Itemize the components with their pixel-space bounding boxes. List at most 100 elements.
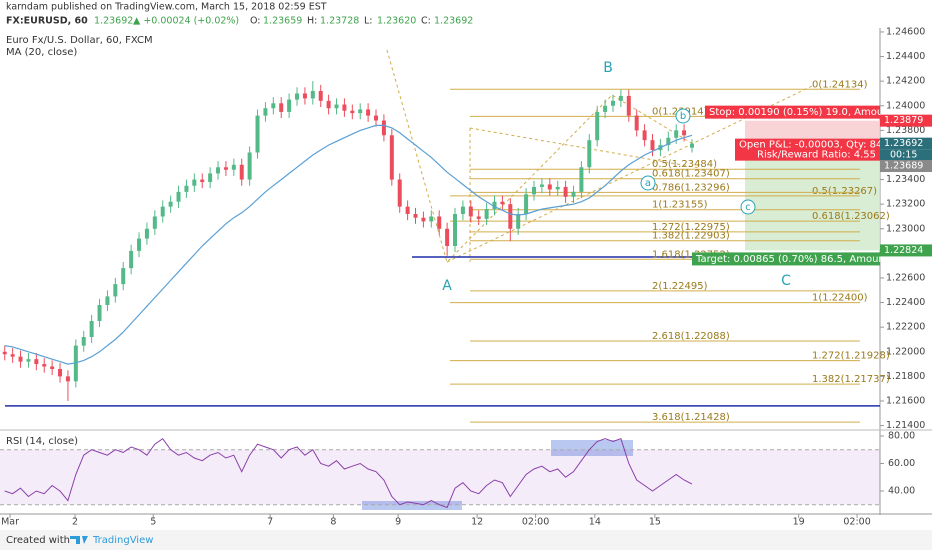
x-tick-label: 9 [395, 517, 401, 528]
price-badge [880, 137, 932, 150]
ohlc-key: H: [307, 16, 317, 27]
candle-body [460, 206, 465, 215]
wave-label: c [745, 202, 751, 213]
candle-body [73, 345, 78, 382]
fib-label: 1.382(1.21737) [812, 374, 890, 385]
x-tick-label: 5 [150, 517, 156, 528]
candle-body [200, 179, 205, 183]
publisher: karndam published on TradingView.com, Ma… [6, 2, 327, 13]
y-tick-label: 1.24000 [886, 100, 925, 111]
candle-body [468, 206, 473, 217]
pnl-box [735, 138, 880, 161]
candle-body [81, 337, 86, 346]
marks: 1.24600 1.24400 1.24200 1.24000 1.23800 1.234… [0, 26, 932, 528]
candle-body [682, 130, 687, 136]
x-tick-label: 7 [267, 517, 273, 528]
candle-body [587, 140, 592, 168]
price-badge-label: 1.23879 [884, 115, 923, 126]
dashed-trend [469, 127, 701, 169]
candle-body [255, 115, 260, 153]
countdown-box [880, 149, 932, 161]
x-tick-label: 2 [72, 517, 78, 528]
x-tick-label: 02:00 [843, 517, 870, 528]
candle-body [263, 108, 268, 116]
rr-label: Risk/Reward Ratio: 4.55 [757, 150, 876, 161]
candle-body [334, 104, 339, 109]
wave-circle [675, 108, 691, 124]
candle-body [184, 185, 189, 192]
candle-body [208, 173, 213, 183]
y-tick-label: 1.24200 [886, 76, 925, 87]
price-badge-label: 1.23692 [884, 138, 923, 149]
candle-body [271, 103, 276, 109]
candle-body [26, 359, 31, 362]
candle-body [374, 115, 379, 121]
candle-body [539, 184, 544, 187]
candle-body [610, 100, 615, 106]
wave-label: b [680, 111, 686, 122]
candle-body [421, 217, 426, 222]
candle-body [129, 250, 134, 269]
candle-body [152, 216, 157, 229]
y-tick-label: 1.22000 [886, 346, 925, 357]
candle-body [642, 130, 647, 141]
candle-body [318, 91, 323, 101]
candle-body [2, 351, 7, 355]
price-badge [880, 160, 932, 173]
candle-body [168, 201, 173, 207]
y-tick-label: 1.24600 [886, 26, 925, 37]
symbol: FX:EURUSD, 60 [6, 16, 88, 27]
fib-label: 0.618(1.23062) [812, 211, 890, 222]
candle-body [563, 186, 568, 197]
ma-line [4, 124, 693, 365]
y-tick-label: 1.22400 [886, 297, 925, 308]
wave-circle [640, 175, 656, 191]
highlight [362, 501, 462, 510]
candle-body [437, 216, 442, 229]
footer-bar [0, 530, 932, 550]
candle-body [492, 201, 497, 210]
wave-label: a [645, 178, 651, 189]
candle-body [342, 104, 347, 111]
candle-body [532, 186, 537, 195]
candle-body [666, 137, 671, 146]
x-tick-label: 12 [471, 517, 483, 528]
candle-body [97, 305, 102, 322]
candle-body [58, 368, 63, 377]
wave-label: C [781, 273, 791, 289]
rsi-tick-label: 40.00 [888, 485, 915, 496]
candle-body [595, 111, 600, 141]
candle-body [508, 204, 513, 229]
ohlc-key: O: [250, 16, 261, 27]
ma-legend: MA (20, close) [6, 47, 77, 58]
candle-body [65, 376, 70, 382]
candle-body [476, 216, 481, 219]
candle-body [358, 109, 363, 114]
candle-body [547, 184, 552, 190]
brand: TradingView [92, 535, 153, 546]
candle-body [618, 95, 623, 101]
ohlc-key: L: [364, 16, 373, 27]
candle-body [144, 228, 149, 239]
candle-body [160, 206, 165, 217]
countdown: 00:15 [890, 150, 917, 161]
wave-label: B [603, 60, 613, 76]
price-axis: 1.24600 1.24400 1.24200 1.24000 1.23800 1.234… [880, 26, 925, 431]
fib-label: 0.5(1.23267) [812, 186, 877, 197]
rsi-legend: RSI (14, close) [6, 436, 78, 447]
candle-body [176, 191, 181, 202]
candle-body [500, 201, 505, 205]
fib-label: 1(1.22400) [812, 293, 868, 304]
candle-body [453, 214, 458, 246]
candle-body [137, 238, 142, 251]
rsi-line [4, 438, 693, 509]
candle-body [239, 164, 244, 180]
y-tick-label: 1.24400 [886, 51, 925, 62]
candle-body [34, 359, 39, 365]
x-tick-label: 02:00 [522, 517, 549, 528]
y-tick-label: 1.23200 [886, 199, 925, 210]
target-zone [745, 143, 880, 251]
x-tick-label: Mar [1, 517, 19, 528]
y-tick-label: 1.23800 [886, 125, 925, 136]
